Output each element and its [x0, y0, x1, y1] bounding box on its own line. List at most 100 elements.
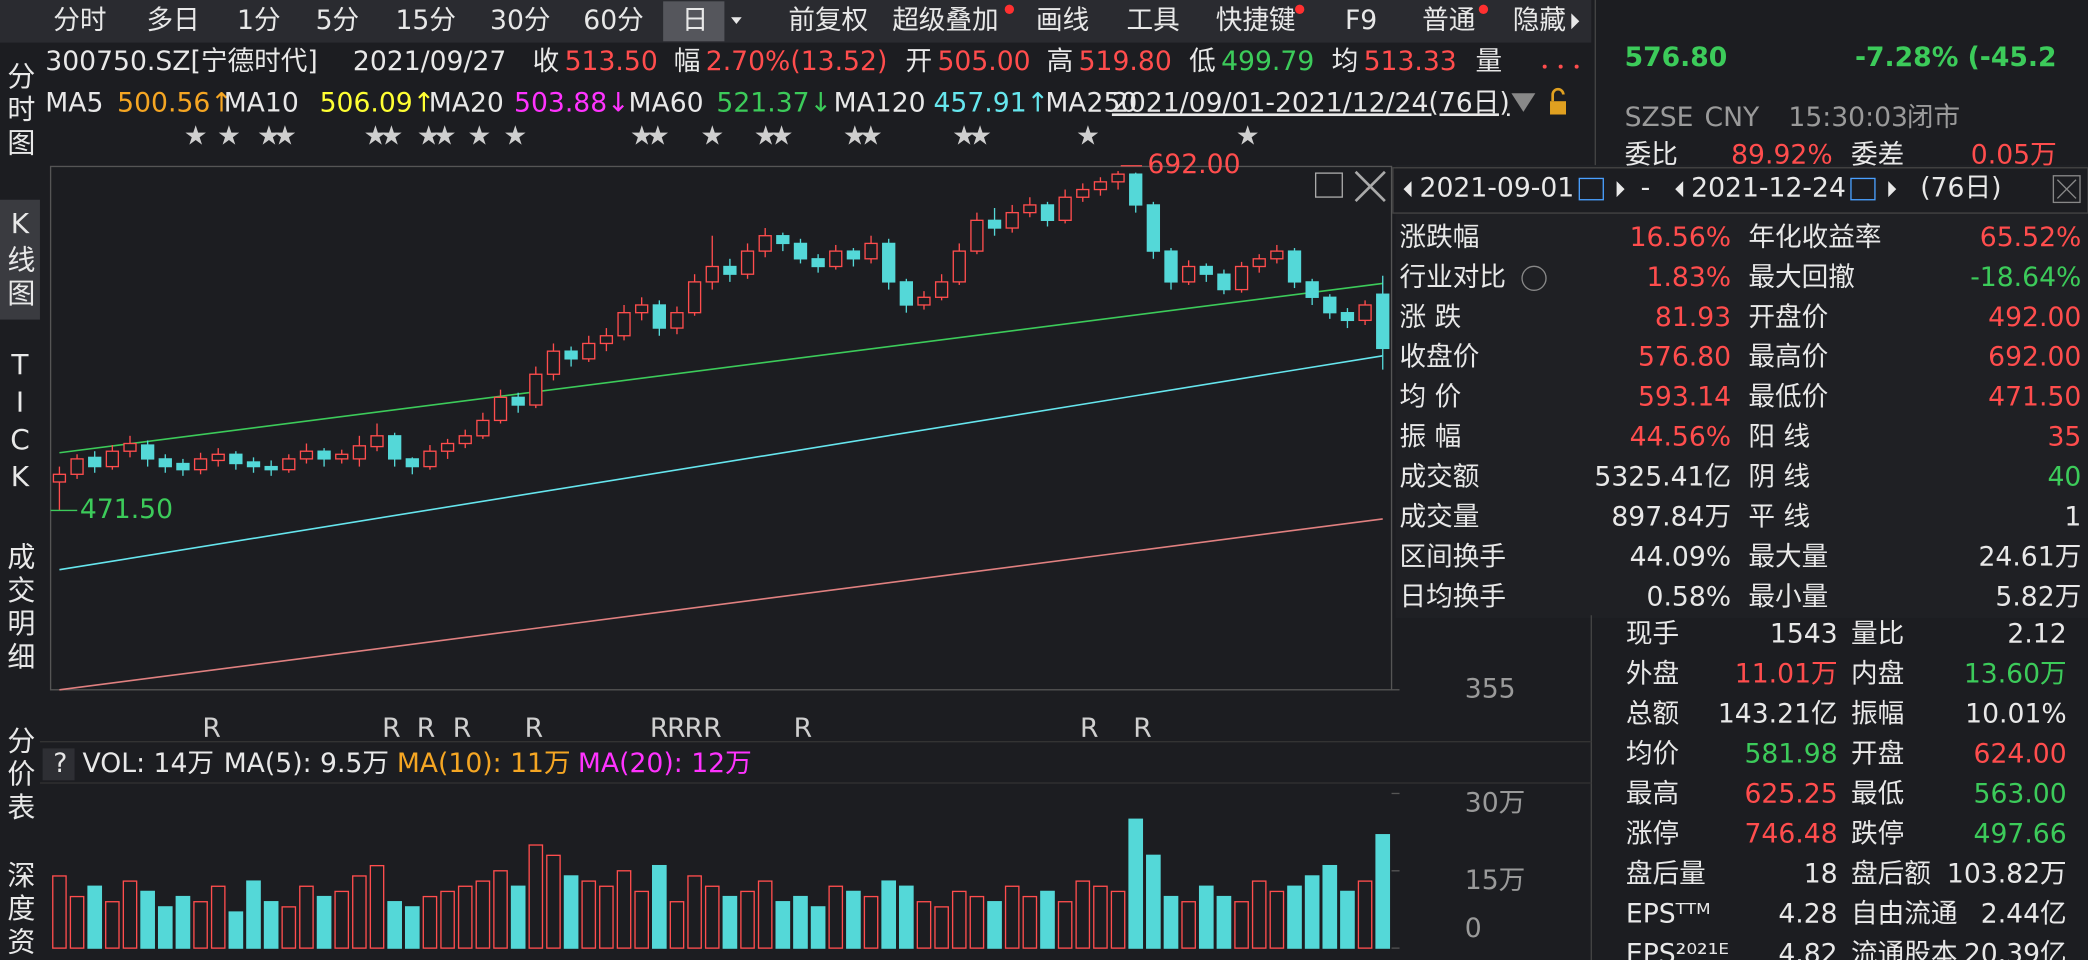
close-box[interactable]: [2052, 175, 2081, 204]
toolbar-tab[interactable]: 1分: [237, 5, 281, 36]
calendar-icon: [1850, 177, 1876, 201]
volume-bar: [634, 890, 650, 949]
ma-value: 457.91↑: [933, 87, 1048, 118]
volume-bar: [316, 895, 332, 949]
cell-value: 16.56%: [1630, 222, 1732, 253]
quote-row: 委比: [1625, 139, 1678, 170]
toolbar-tab[interactable]: 画线: [1036, 5, 1089, 36]
candle-body: [1058, 196, 1072, 221]
volume-legend: VOL: 14万: [83, 748, 214, 779]
close-icon[interactable]: [1354, 170, 1386, 203]
cell-label: 现手: [1626, 619, 1679, 650]
plot-frame: [49, 165, 1393, 691]
toolbar-tab[interactable]: 多日: [146, 5, 199, 36]
candle-body: [793, 242, 808, 260]
cell-value: 0.58%: [1647, 581, 1732, 612]
field-label: 幅: [674, 46, 701, 77]
candle-body: [1023, 204, 1037, 214]
volume-bar: [440, 890, 455, 949]
toolbar-tab[interactable]: 60分: [583, 5, 644, 36]
ma-name: MA20: [429, 87, 504, 118]
candle-body: [529, 373, 543, 406]
candle-body: [934, 281, 949, 298]
cell-label: 总额: [1626, 699, 1679, 730]
candle-body: [229, 453, 243, 465]
toolbar-tab[interactable]: 30分: [490, 5, 551, 36]
cell-value: 35: [2047, 422, 2081, 453]
side-tab[interactable]: 分时图: [3, 60, 36, 161]
candle-body: [899, 281, 913, 306]
r-marker: R: [794, 713, 813, 744]
toolbar-tab[interactable]: 15分: [395, 5, 456, 36]
range-start[interactable]: 2021-09-01: [1420, 173, 1575, 204]
volume-bar: [1287, 885, 1302, 949]
cell-label: 开盘: [1851, 739, 1904, 770]
candle-body: [193, 458, 208, 471]
toolbar-tab[interactable]: 普通: [1422, 5, 1475, 36]
side-tab[interactable]: K线图: [0, 199, 40, 320]
candle-body: [1129, 173, 1143, 206]
candle-body: [758, 235, 772, 252]
side-tab[interactable]: 成交明细: [3, 541, 36, 676]
candle-body: [617, 312, 631, 337]
low-label: 471.50: [80, 494, 173, 525]
toolbar-tab[interactable]: 工具: [1127, 5, 1180, 36]
volume-bar: [369, 864, 385, 949]
side-tab[interactable]: TICK: [3, 348, 36, 499]
cell-label: 涨停: [1626, 818, 1679, 849]
volume-bar: [1004, 885, 1020, 949]
toolbar-tab[interactable]: 隐藏: [1513, 5, 1566, 36]
r-marker: R: [703, 713, 722, 744]
range-days: (76日): [1920, 173, 2001, 204]
volume-bar: [387, 901, 402, 949]
star-marker: ★: [700, 121, 724, 152]
y-tick-label: 30万: [1465, 788, 1526, 819]
cell-value: 40: [2047, 462, 2081, 493]
candle-body: [1164, 250, 1178, 283]
star-marker: ★: [503, 121, 527, 152]
side-tab[interactable]: 深度资: [3, 860, 36, 960]
toolbar-tab[interactable]: 超级叠加: [892, 5, 999, 36]
candle-body: [829, 250, 843, 268]
cell-label: 自由流通: [1851, 898, 1958, 929]
toolbar-tab[interactable]: 前复权: [788, 5, 868, 36]
star-marker: ★: [417, 121, 441, 152]
cell-label: 平 线: [1748, 502, 1810, 533]
side-tab[interactable]: 分价表: [3, 725, 36, 825]
cell-value: 20.39亿: [1964, 938, 2067, 960]
toolbar-tab[interactable]: 分时: [53, 5, 106, 36]
cell-label: EPSᵀᵀᴹ: [1626, 898, 1711, 929]
market-info: 15:30:03: [1788, 102, 1908, 133]
range-label: 2021/09/01-2021/12/24(76日): [1112, 87, 1510, 118]
range-end[interactable]: 2021-12-24: [1691, 173, 1846, 204]
toolbar-tab[interactable]: 5分: [316, 5, 360, 36]
cell-value: 11.01万: [1735, 659, 1838, 690]
star-marker: ★: [273, 121, 297, 152]
field-value: 513.50: [565, 46, 658, 77]
candle-body: [405, 458, 419, 468]
candle-body: [176, 462, 190, 471]
cell-label: 最大回撤: [1748, 262, 1855, 293]
candle-body: [1217, 273, 1231, 291]
volume-bar: [246, 880, 261, 949]
cell-label: 最高: [1626, 778, 1679, 809]
field-label: 高: [1047, 46, 1074, 77]
volume-bar: [1146, 854, 1161, 949]
toolbar-tab[interactable]: 日: [682, 5, 709, 36]
toolbar-tab[interactable]: F9: [1345, 5, 1377, 36]
ma-line: [59, 518, 1383, 691]
toolbar-tab[interactable]: 快捷键: [1216, 5, 1296, 36]
candle-body: [1358, 304, 1372, 322]
volume-bar: [616, 870, 632, 949]
volume-bar: [1110, 890, 1126, 949]
cell-label: 量比: [1851, 619, 1904, 650]
volume-bar: [722, 895, 738, 949]
candle-body: [546, 350, 561, 375]
volume-bar: [193, 901, 208, 949]
maximize-icon[interactable]: [1314, 172, 1343, 198]
market-info: SZSE: [1625, 102, 1694, 133]
volume-bar: [1181, 901, 1196, 949]
close-icon[interactable]: [2056, 179, 2077, 199]
candle-body: [864, 242, 878, 260]
